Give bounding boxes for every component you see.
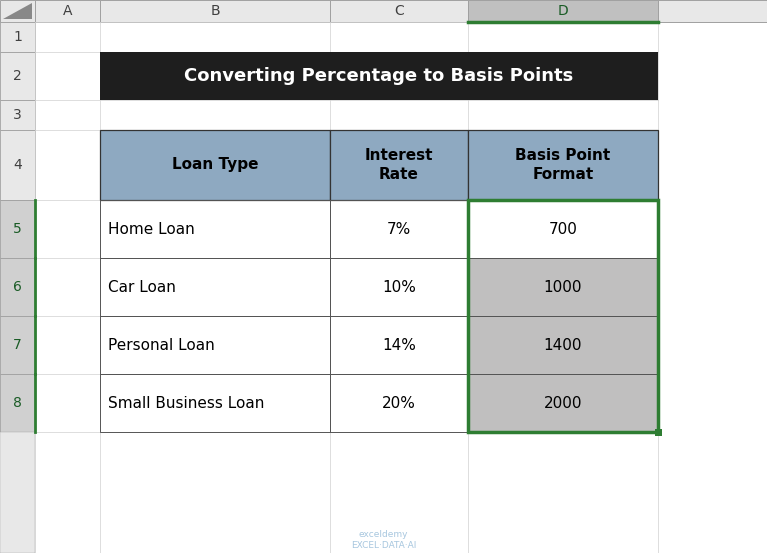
Text: C: C [394, 4, 404, 18]
Text: 20%: 20% [382, 395, 416, 410]
Text: Car Loan: Car Loan [108, 279, 176, 295]
Polygon shape [3, 3, 32, 19]
Bar [330, 374, 468, 432]
Text: A: A [63, 4, 72, 18]
Text: 1: 1 [13, 30, 22, 44]
Text: 5: 5 [13, 222, 22, 236]
Bar [0, 52, 35, 100]
Bar [658, 0, 767, 22]
Bar [468, 316, 658, 374]
Bar [0, 100, 35, 130]
Text: 7%: 7% [387, 222, 411, 237]
Text: Converting Percentage to Basis Points: Converting Percentage to Basis Points [184, 67, 574, 85]
Text: 700: 700 [548, 222, 578, 237]
Bar [100, 374, 330, 432]
Bar [0, 200, 35, 258]
Text: Home Loan: Home Loan [108, 222, 195, 237]
Bar [0, 432, 35, 553]
Bar [468, 316, 658, 374]
Bar [468, 200, 658, 432]
Bar [330, 258, 468, 316]
Bar [100, 258, 330, 316]
Bar [0, 258, 35, 316]
Bar [330, 200, 468, 258]
Bar [35, 0, 100, 22]
Bar [468, 200, 658, 258]
Bar [0, 374, 35, 432]
Bar [468, 258, 658, 316]
Bar [655, 429, 662, 436]
Text: B: B [210, 4, 220, 18]
Bar [0, 22, 35, 52]
Text: 1400: 1400 [544, 337, 582, 352]
Bar [100, 316, 330, 374]
Text: 4: 4 [13, 158, 22, 172]
Text: 10%: 10% [382, 279, 416, 295]
Bar [468, 200, 658, 258]
Bar [100, 52, 658, 100]
Bar [468, 374, 658, 432]
Bar [468, 374, 658, 432]
Bar [100, 200, 330, 258]
Bar [330, 0, 468, 22]
Text: 7: 7 [13, 338, 22, 352]
Bar [468, 130, 658, 200]
Bar [330, 316, 468, 374]
Text: D: D [558, 4, 568, 18]
Text: 14%: 14% [382, 337, 416, 352]
Text: 1000: 1000 [544, 279, 582, 295]
Text: Loan Type: Loan Type [172, 158, 258, 173]
Bar [0, 316, 35, 374]
Text: 3: 3 [13, 108, 22, 122]
Text: Interest
Rate: Interest Rate [365, 148, 433, 182]
Bar [0, 130, 35, 200]
Text: Basis Point
Format: Basis Point Format [515, 148, 611, 182]
Text: Personal Loan: Personal Loan [108, 337, 215, 352]
Text: exceldemy
EXCEL·DATA·AI: exceldemy EXCEL·DATA·AI [351, 530, 416, 550]
Bar [330, 130, 468, 200]
Text: Small Business Loan: Small Business Loan [108, 395, 265, 410]
Bar [100, 130, 330, 200]
Bar [100, 0, 330, 22]
Text: 6: 6 [13, 280, 22, 294]
Text: 2000: 2000 [544, 395, 582, 410]
Bar [468, 258, 658, 316]
Bar [0, 0, 35, 22]
Bar [468, 0, 658, 22]
Text: 8: 8 [13, 396, 22, 410]
Text: 2: 2 [13, 69, 22, 83]
